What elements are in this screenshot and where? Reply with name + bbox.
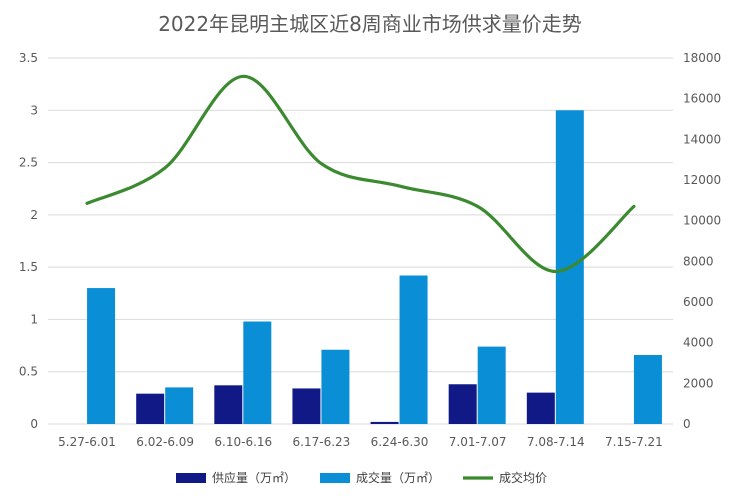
left-axis-ticks: 0 0.5 1 1.5 2 2.5 3 3.5 xyxy=(19,51,38,431)
legend-swatch xyxy=(176,473,206,483)
bar-transaction xyxy=(477,346,506,424)
bar-transaction xyxy=(633,354,662,424)
left-tick-label: 0.5 xyxy=(19,365,38,379)
bars xyxy=(87,110,662,425)
bar-supply xyxy=(292,388,321,424)
legend-swatch xyxy=(320,473,350,483)
bar-supply xyxy=(214,385,243,424)
right-tick-label: 10000 xyxy=(683,214,721,228)
right-tick-label: 12000 xyxy=(683,173,721,187)
left-tick-label: 1.5 xyxy=(19,260,38,274)
bar-supply xyxy=(370,421,399,424)
left-tick-label: 3.5 xyxy=(19,51,38,65)
x-tick-label: 6.02-6.09 xyxy=(136,435,194,449)
right-tick-label: 4000 xyxy=(683,336,714,350)
bar-transaction xyxy=(243,321,272,424)
x-tick-label: 5.27-6.01 xyxy=(58,435,116,449)
bar-transaction xyxy=(87,288,116,424)
legend-label: 成交均价 xyxy=(499,470,547,485)
chart-title: 2022年昆明主城区近8周商业市场供求量价走势 xyxy=(158,12,582,36)
x-tick-label: 6.10-6.16 xyxy=(214,435,272,449)
bar-supply xyxy=(136,393,165,424)
left-tick-label: 0 xyxy=(30,417,38,431)
x-tick-label: 6.24-6.30 xyxy=(371,435,429,449)
right-tick-label: 2000 xyxy=(683,376,714,390)
x-tick-label: 7.01-7.07 xyxy=(449,435,507,449)
right-tick-label: 6000 xyxy=(683,295,714,309)
x-axis-ticks: 5.27-6.01 6.02-6.09 6.10-6.16 6.17-6.23 6.24… xyxy=(58,435,663,449)
bar-transaction xyxy=(321,349,350,424)
right-tick-label: 14000 xyxy=(683,132,721,146)
price-line xyxy=(85,74,636,274)
bar-supply xyxy=(448,384,477,424)
right-tick-label: 16000 xyxy=(683,92,721,106)
price-line-layer xyxy=(85,74,636,274)
x-tick-label: 7.15-7.21 xyxy=(605,435,663,449)
bar-supply xyxy=(526,392,555,424)
legend-label: 成交量（万㎡） xyxy=(356,470,440,485)
left-tick-label: 3 xyxy=(30,103,38,117)
bar-transaction xyxy=(399,275,428,424)
bar-transaction xyxy=(165,387,194,424)
right-tick-label: 18000 xyxy=(683,51,721,65)
left-tick-label: 1 xyxy=(30,312,38,326)
legend: 供应量（万㎡） 成交量（万㎡） 成交均价 xyxy=(176,470,547,485)
x-tick-label: 6.17-6.23 xyxy=(293,435,351,449)
legend-label: 供应量（万㎡） xyxy=(212,470,296,485)
x-tick-label: 7.08-7.14 xyxy=(527,435,585,449)
right-tick-label: 0 xyxy=(683,417,691,431)
right-axis-ticks: 0 2000 4000 6000 8000 10000 12000 14000 16000 180… xyxy=(683,51,721,431)
grid-lines xyxy=(48,57,673,425)
right-tick-label: 8000 xyxy=(683,254,714,268)
left-tick-label: 2 xyxy=(30,208,38,222)
left-tick-label: 2.5 xyxy=(19,156,38,170)
